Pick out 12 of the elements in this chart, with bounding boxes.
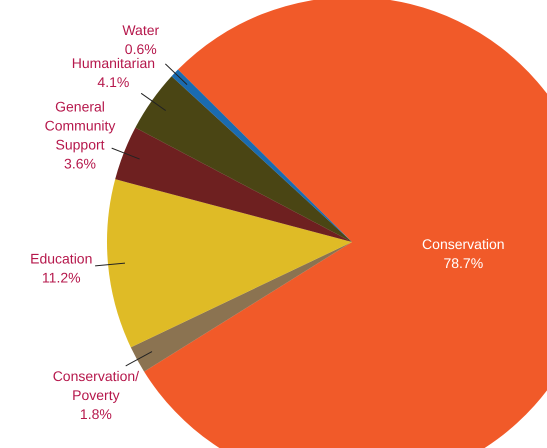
slice-label: Humanitarian <box>72 55 156 72</box>
slice-label: Water <box>122 22 160 38</box>
data-label: 1.8% <box>80 406 112 422</box>
slice-label: Conservation <box>422 236 505 252</box>
slice-label: Education <box>30 250 92 266</box>
data-label: 78.7% <box>443 254 484 271</box>
data-label: 3.6% <box>64 155 96 172</box>
data-label: 11.2% <box>42 269 81 286</box>
data-label: 0.6% <box>124 40 157 57</box>
data-label: 4.1% <box>97 74 130 90</box>
slice-label: Conservation/Poverty <box>52 368 140 404</box>
slice-label: General Community Support <box>44 98 116 152</box>
